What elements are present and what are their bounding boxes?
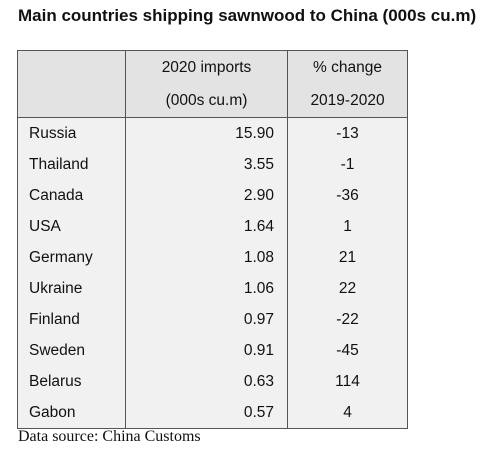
imports-cell: 1.08 — [125, 242, 288, 273]
imports-cell: 0.97 — [125, 304, 288, 335]
country-cell: Germany — [17, 242, 126, 273]
table-title: Main countries shipping sawnwood to Chin… — [18, 6, 477, 25]
data-table: 2020 imports % change (000s cu.m) 2019-2… — [17, 50, 408, 429]
header-row: 2020 imports % change — [17, 50, 408, 84]
country-cell: Thailand — [17, 149, 126, 180]
imports-cell: 15.90 — [125, 117, 288, 149]
subheader-row: (000s cu.m) 2019-2020 — [17, 84, 408, 118]
change-cell: -45 — [287, 335, 408, 366]
table-row: Finland 0.97 -22 — [17, 304, 408, 335]
country-cell: Belarus — [17, 366, 126, 397]
change-cell: 22 — [287, 273, 408, 304]
change-cell: -13 — [287, 117, 408, 149]
header-change: % change — [287, 50, 408, 84]
subheader-change-period: 2019-2020 — [287, 84, 408, 118]
imports-cell: 3.55 — [125, 149, 288, 180]
change-cell: -36 — [287, 180, 408, 211]
table-row: Russia 15.90 -13 — [17, 117, 408, 149]
imports-cell: 0.91 — [125, 335, 288, 366]
country-cell: USA — [17, 211, 126, 242]
table-row: USA 1.64 1 — [17, 211, 408, 242]
change-cell: 21 — [287, 242, 408, 273]
country-cell: Ukraine — [17, 273, 126, 304]
imports-cell: 0.63 — [125, 366, 288, 397]
country-cell: Russia — [17, 117, 126, 149]
table-row: Ukraine 1.06 22 — [17, 273, 408, 304]
change-cell: 4 — [287, 397, 408, 429]
table-body: Russia 15.90 -13 Thailand 3.55 -1 Canada… — [17, 117, 408, 429]
imports-cell: 1.64 — [125, 211, 288, 242]
imports-cell: 2.90 — [125, 180, 288, 211]
subheader-country — [17, 84, 126, 118]
imports-cell: 1.06 — [125, 273, 288, 304]
change-cell: -22 — [287, 304, 408, 335]
country-cell: Sweden — [17, 335, 126, 366]
country-cell: Canada — [17, 180, 126, 211]
table-row: Germany 1.08 21 — [17, 242, 408, 273]
change-cell: -1 — [287, 149, 408, 180]
table-row: Gabon 0.57 4 — [17, 397, 408, 429]
change-cell: 114 — [287, 366, 408, 397]
data-source-note: Data source: China Customs — [18, 428, 201, 445]
table-header: 2020 imports % change (000s cu.m) 2019-2… — [17, 50, 408, 118]
subheader-imports-unit: (000s cu.m) — [125, 84, 288, 118]
country-cell: Gabon — [17, 397, 126, 429]
imports-cell: 0.57 — [125, 397, 288, 429]
country-cell: Finland — [17, 304, 126, 335]
table-row: Belarus 0.63 114 — [17, 366, 408, 397]
table-row: Canada 2.90 -36 — [17, 180, 408, 211]
header-imports: 2020 imports — [125, 50, 288, 84]
table-row: Thailand 3.55 -1 — [17, 149, 408, 180]
table-row: Sweden 0.91 -45 — [17, 335, 408, 366]
header-country — [17, 50, 126, 84]
change-cell: 1 — [287, 211, 408, 242]
